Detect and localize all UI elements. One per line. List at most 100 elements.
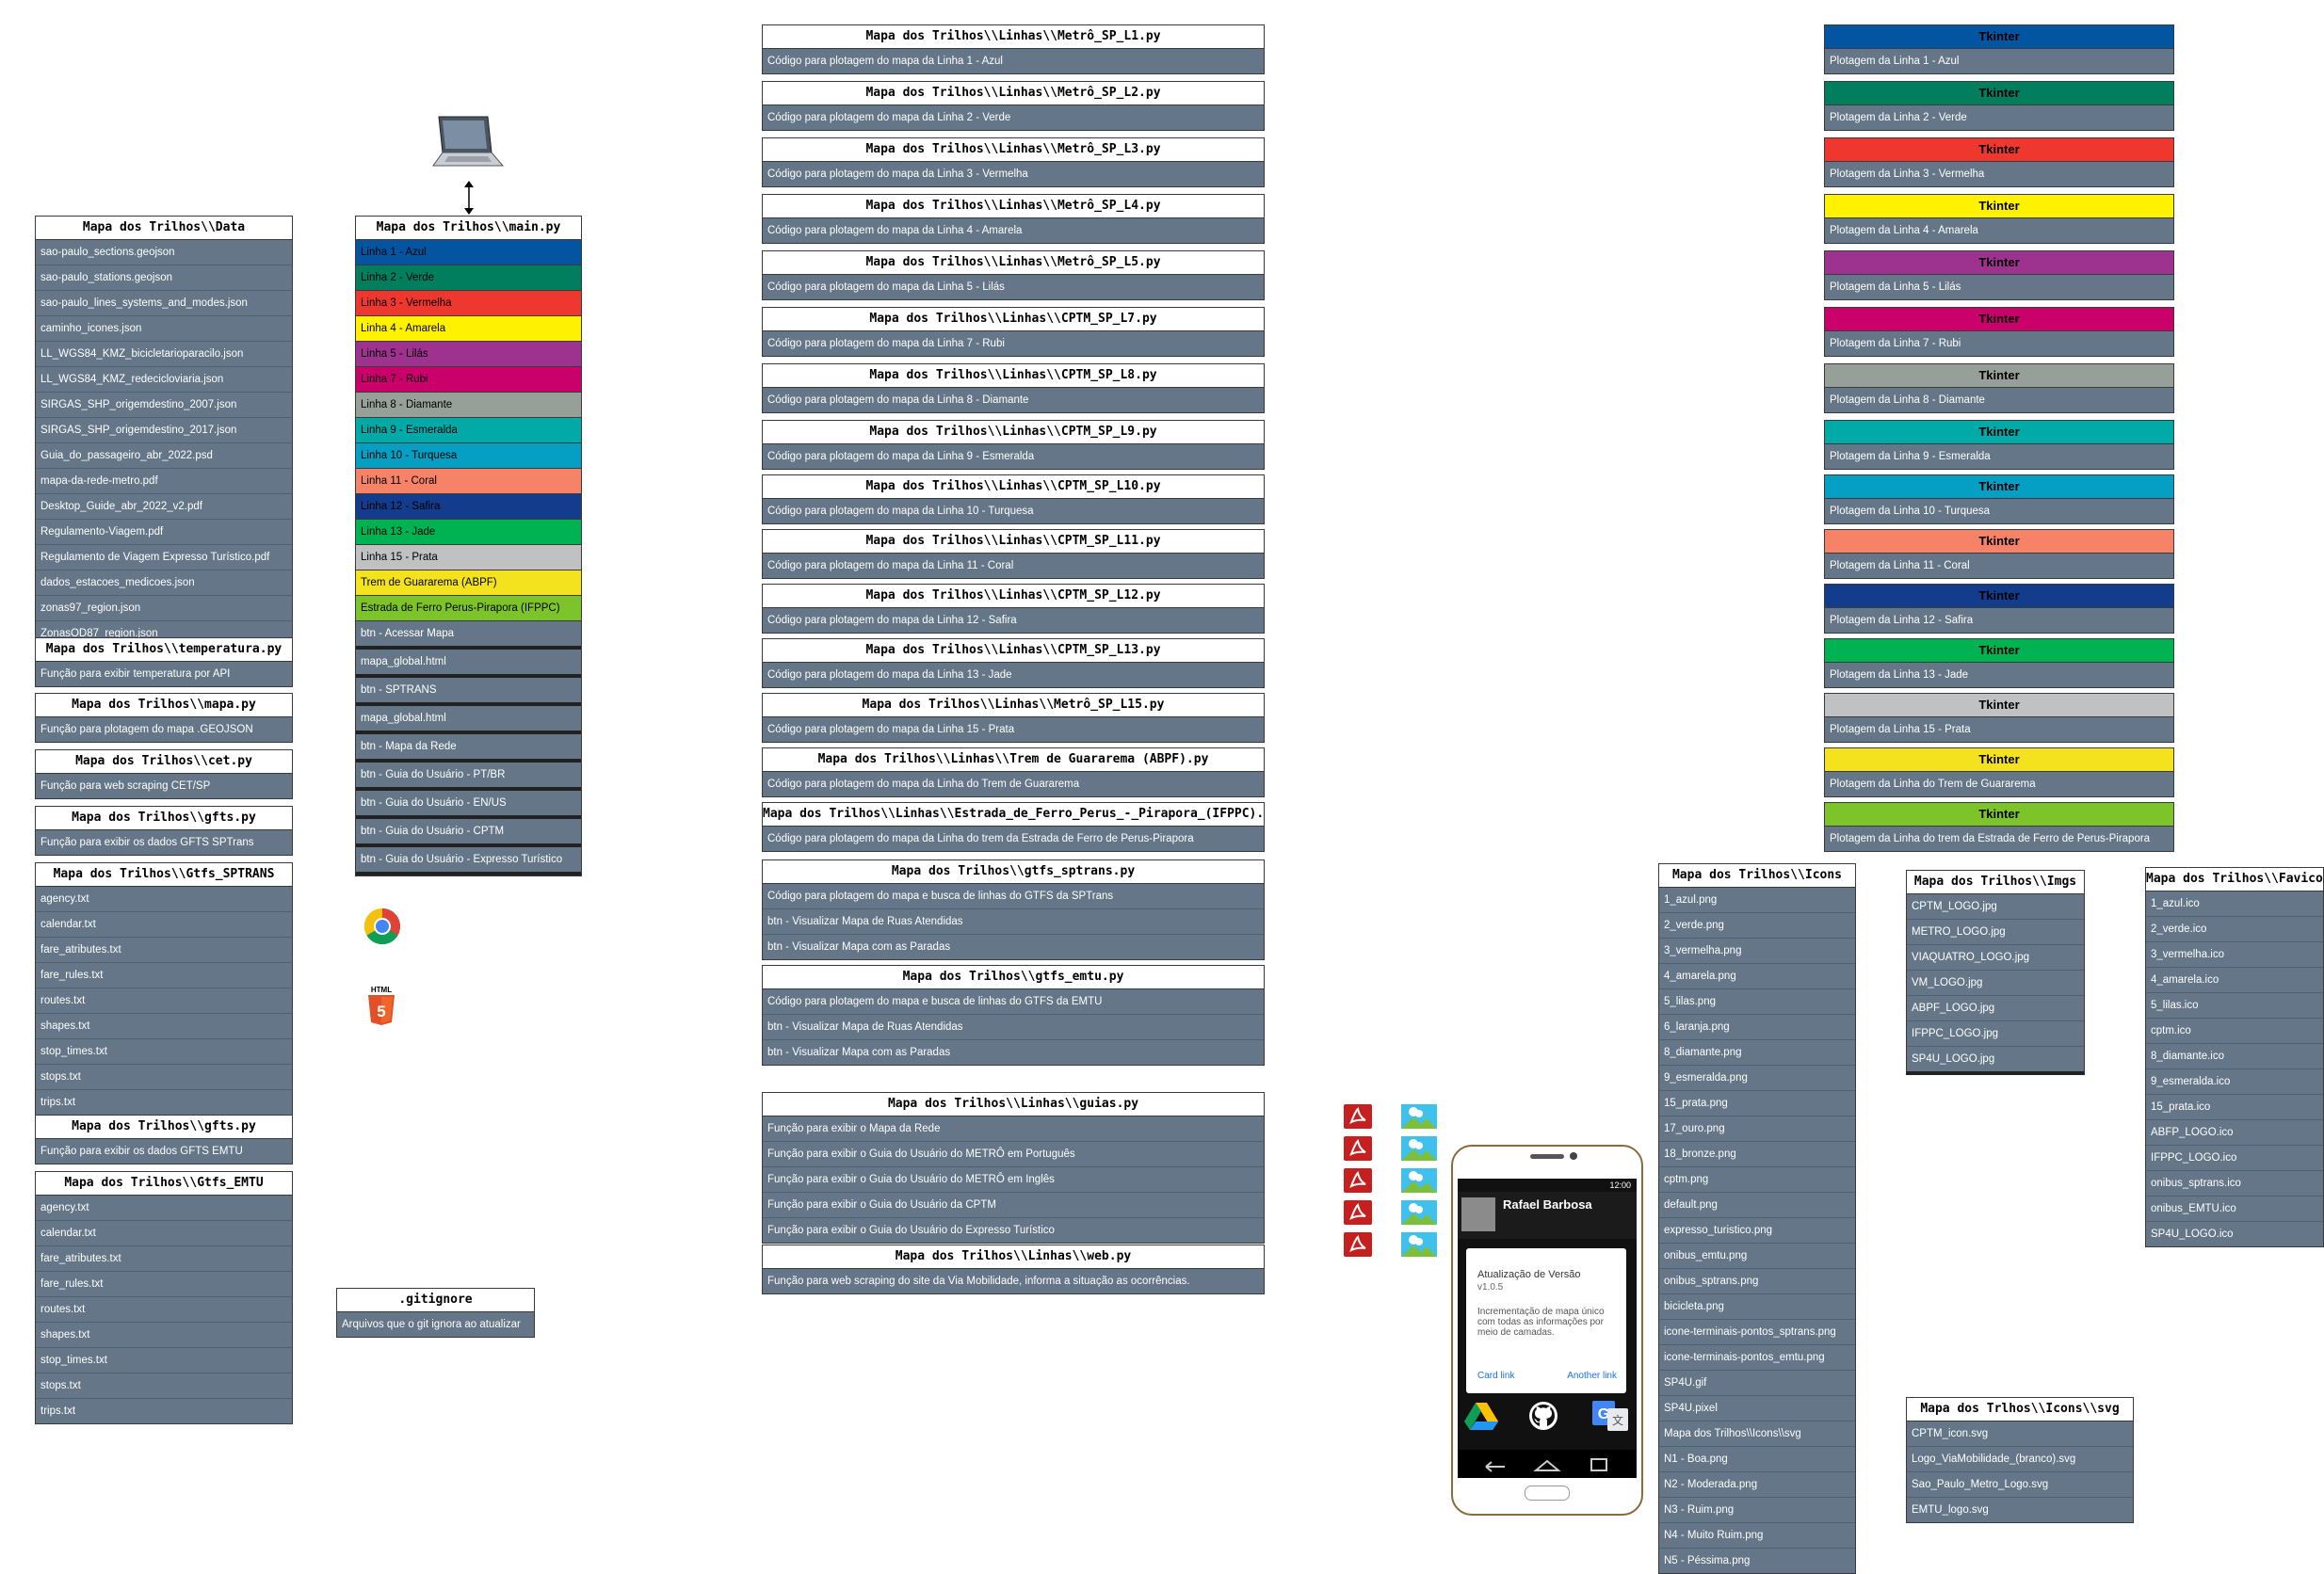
- linhas-box-title: Mapa dos Trilhos\\Linhas\\Metrô_SP_L1.py: [763, 25, 1264, 49]
- icons-folder-box: Mapa dos Trilhos\\Icons 1_azul.png 2_verd…: [1658, 863, 1856, 1574]
- list-item: Código para plotagem do mapa da Linha 3 …: [767, 169, 1028, 180]
- linhas-box-12: Mapa dos Trilhos\\Linhas\\Metrô_SP_L15.p…: [762, 693, 1265, 743]
- linhas-box-title: Mapa dos Trilhos\\Linhas\\guias.py: [763, 1093, 1264, 1116]
- list-item: SP4U.gif: [1659, 1371, 1855, 1396]
- tkinter-box-plotagem-da-linha-8-diamante: Tkinter Plotagem da Linha 8 - Diamante: [1824, 363, 2174, 413]
- list-item: METRO_LOGO.jpg: [1907, 920, 2084, 945]
- card-link[interactable]: Card link: [1477, 1371, 1515, 1381]
- line-item-linha-7-rubi: Linha 7 - Rubi: [356, 367, 581, 393]
- list-item: routes.txt: [36, 1297, 292, 1323]
- list-item: 3_vermelha.png: [1659, 939, 1855, 964]
- list-item: cptm.png: [1659, 1167, 1855, 1193]
- github-icon[interactable]: [1528, 1401, 1558, 1431]
- list-item: Função para exibir o Guia do Usuário do …: [763, 1167, 1264, 1193]
- cet-box: Mapa dos Trilhos\\cet.py Função para web…: [35, 749, 293, 799]
- tkinter-header: Tkinter: [1825, 803, 2173, 827]
- phone-clock: 12:00: [1609, 1180, 1631, 1190]
- phone-status-bar: 12:00: [1458, 1179, 1637, 1192]
- svg-text:文: 文: [1612, 1413, 1623, 1427]
- linhas-box-title: Mapa dos Trilhos\\Linhas\\CPTM_SP_L10.py: [763, 475, 1264, 499]
- data-folder-title: Mapa dos Trilhos\\Data: [36, 217, 292, 240]
- list-item: 5_lilas.ico: [2146, 993, 2323, 1019]
- line-item-linha-13-jade: Linha 13 - Jade: [356, 520, 581, 545]
- list-item: Função para exibir os dados GFTS EMTU: [40, 1146, 243, 1157]
- image-icon: [1400, 1199, 1438, 1230]
- mapa-box: Mapa dos Trilhos\\mapa.py Função para pl…: [35, 693, 293, 743]
- list-item: Código para plotagem do mapa e busca de …: [763, 989, 1264, 1015]
- tkinter-box-plotagem-da-linha-9-esmeralda: Tkinter Plotagem da Linha 9 - Esmeralda: [1824, 420, 2174, 470]
- pdf-icon: [1343, 1231, 1373, 1262]
- list-item: SP4U_LOGO.jpg: [1912, 1053, 1995, 1065]
- list-item: Sao_Paulo_Metro_Logo.svg: [1907, 1472, 2133, 1498]
- linhas-box-15: Mapa dos Trilhos\\gtfs_sptrans.py Código …: [762, 859, 1265, 960]
- image-icon: [1400, 1103, 1438, 1134]
- linhas-box-title: Mapa dos Trilhos\\Linhas\\CPTM_SP_L7.py: [763, 308, 1264, 331]
- list-item: calendar.txt: [36, 912, 292, 938]
- list-item: Código para plotagem do mapa da Linha 4 …: [767, 225, 1023, 236]
- imgs-folder-box: Mapa dos Trilhos\\Imgs CPTM_LOGO.jpg METR…: [1906, 870, 2085, 1075]
- phone-nav-bar: [1458, 1450, 1637, 1478]
- pdf-icon: [1343, 1103, 1373, 1134]
- version-card: Atualização de Versão v1.0.5 Incrementaç…: [1466, 1248, 1626, 1393]
- linhas-box-title: Mapa dos Trilhos\\gtfs_sptrans.py: [763, 860, 1264, 884]
- list-item: Código para plotagem do mapa da Linha do…: [767, 833, 1194, 844]
- line-item-linha-3-vermelha: Linha 3 - Vermelha: [356, 291, 581, 316]
- tkinter-header: Tkinter: [1825, 82, 2173, 105]
- list-item: N2 - Moderada.png: [1659, 1472, 1855, 1498]
- favicon-folder-box: Mapa dos Trilhos\\Favicon 1_azul.ico 2_ve…: [2145, 867, 2324, 1247]
- tkinter-box-plotagem-da-linha-15-prata: Tkinter Plotagem da Linha 15 - Prata: [1824, 693, 2174, 743]
- list-item: Regulamento de Viagem Expresso Turístico…: [36, 545, 292, 570]
- linhas-box-14: Mapa dos Trilhos\\Linhas\\Estrada_de_Fer…: [762, 802, 1265, 852]
- icons-folder-title: Mapa dos Trilhos\\Icons: [1659, 864, 1855, 888]
- tkinter-header: Tkinter: [1825, 308, 2173, 331]
- list-item: btn - Visualizar Mapa com as Paradas: [767, 1047, 951, 1058]
- list-item: LL_WGS84_KMZ_redecicloviaria.json: [36, 367, 292, 393]
- list-item: Função para exibir o Guia do Usuário do …: [767, 1225, 1055, 1236]
- gtfs-sptrans-folder-box: Mapa dos Trilhos\\Gtfs_SPTRANS agency.tx…: [35, 862, 293, 1116]
- google-translate-icon[interactable]: G 文: [1592, 1401, 1630, 1431]
- list-item: zonas97_region.json: [36, 596, 292, 621]
- linhas-box-title: Mapa dos Trilhos\\gtfs_emtu.py: [763, 966, 1264, 989]
- list-item: stop_times.txt: [36, 1039, 292, 1065]
- list-item: sao-paulo_stations.geojson: [36, 265, 292, 291]
- line-item-trem-de-guararema-abpf: Trem de Guararema (ABPF): [356, 570, 581, 596]
- list-item: icone-terminais-pontos_emtu.png: [1659, 1345, 1855, 1371]
- list-item: 9_esmeralda.ico: [2146, 1069, 2323, 1095]
- linhas-box-title: Mapa dos Trilhos\\Linhas\\web.py: [763, 1245, 1264, 1269]
- list-item: Código para plotagem do mapa da Linha 8 …: [767, 394, 1029, 406]
- list-item: fare_atributes.txt: [36, 938, 292, 963]
- card-title: Atualização de Versão: [1477, 1269, 1581, 1280]
- list-item: onibus_EMTU.ico: [2146, 1197, 2323, 1222]
- list-item: fare_rules.txt: [36, 1272, 292, 1297]
- card-version: v1.0.5: [1477, 1282, 1504, 1293]
- linhas-box-2: Mapa dos Trilhos\\Linhas\\Metrô_SP_L3.py…: [762, 137, 1265, 187]
- line-item-linha-8-diamante: Linha 8 - Diamante: [356, 393, 581, 418]
- favicon-folder-title: Mapa dos Trilhos\\Favicon: [2146, 868, 2323, 891]
- list-item: 18_bronze.png: [1659, 1142, 1855, 1167]
- list-item: Código para plotagem do mapa da Linha 12…: [767, 615, 1017, 626]
- tkinter-box-plotagem-da-linha-2-verde: Tkinter Plotagem da Linha 2 - Verde: [1824, 81, 2174, 131]
- tkinter-plot-label: Plotagem da Linha 11 - Coral: [1830, 560, 1970, 571]
- another-link[interactable]: Another link: [1567, 1371, 1617, 1381]
- list-item: IFPPC_LOGO.jpg: [1907, 1021, 2084, 1047]
- list-item: mapa-da-rede-metro.pdf: [36, 469, 292, 494]
- list-item: default.png: [1659, 1193, 1855, 1218]
- list-item: fare_rules.txt: [36, 963, 292, 988]
- linhas-box-6: Mapa dos Trilhos\\Linhas\\CPTM_SP_L8.py C…: [762, 363, 1265, 413]
- linhas-box-title: Mapa dos Trilhos\\Linhas\\Estrada_de_Fer…: [763, 803, 1264, 827]
- list-item: IFPPC_LOGO.ico: [2146, 1146, 2323, 1171]
- google-drive-icon[interactable]: [1464, 1401, 1498, 1431]
- list-item: Código para plotagem do mapa da Linha 7 …: [767, 338, 1005, 349]
- list-item: 8_diamante.ico: [2146, 1044, 2323, 1069]
- list-item: Código para plotagem do mapa e busca de …: [763, 884, 1264, 909]
- list-item: EMTU_logo.svg: [1912, 1504, 1989, 1516]
- tkinter-box-plotagem-da-linha-7-rubi: Tkinter Plotagem da Linha 7 - Rubi: [1824, 307, 2174, 357]
- list-item: Código para plotagem do mapa da Linha 13…: [767, 669, 1012, 681]
- tkinter-plot-label: Plotagem da Linha 13 - Jade: [1830, 669, 1969, 681]
- line-item-linha-11-coral: Linha 11 - Coral: [356, 469, 581, 494]
- linhas-box-17: Mapa dos Trilhos\\Linhas\\guias.py Função…: [762, 1092, 1265, 1244]
- list-item: SP4U.pixel: [1659, 1396, 1855, 1421]
- linhas-box-9: Mapa dos Trilhos\\Linhas\\CPTM_SP_L11.py…: [762, 529, 1265, 579]
- pdf-icon: [1343, 1135, 1373, 1166]
- tkinter-header: Tkinter: [1825, 251, 2173, 275]
